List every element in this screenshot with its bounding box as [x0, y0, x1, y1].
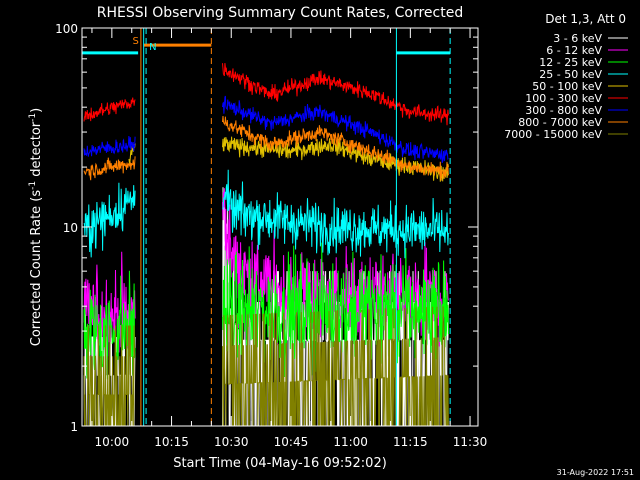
- x-tick-label-3: 10:30: [214, 435, 249, 449]
- x-axis-label: Start Time (04-May-16 09:52:02): [173, 456, 387, 471]
- legend-entry-7: 300 - 800 keV: [525, 104, 628, 117]
- x-tick-label-6: 11:15: [393, 435, 428, 449]
- legend-entry-3: 12 - 25 keV: [539, 56, 628, 69]
- night-label: N: [149, 42, 156, 53]
- legend-label-4: 25 - 50 keV: [539, 68, 602, 81]
- series-100-to-300keV: [83, 63, 449, 126]
- series-line-5-segment-2: [222, 136, 449, 182]
- series-layer: [83, 63, 449, 426]
- series-300-to-800keV: [83, 95, 449, 163]
- legend-entry-8: 800 - 7000 keV: [518, 116, 628, 129]
- flag-layer: SN: [82, 28, 451, 426]
- legend-label-3: 12 - 25 keV: [539, 56, 602, 69]
- series-line-9-segment-1: [83, 325, 136, 426]
- legend-entry-9: 7000 - 15000 keV: [504, 128, 628, 141]
- series-line-3-segment-2: [222, 242, 449, 378]
- series-line-6-segment-1: [83, 97, 136, 122]
- legend-entry-1: 3 - 6 keV: [553, 32, 628, 45]
- saa-label: S: [133, 36, 139, 47]
- x-tick-label-1: 10:00: [95, 435, 130, 449]
- legend-entry-6: 100 - 300 keV: [525, 92, 628, 105]
- x-tick-label-2: 10:15: [154, 435, 189, 449]
- series-800-to-7000keV: [83, 115, 449, 181]
- series-line-9-segment-2: [222, 306, 449, 426]
- y-tick-label-2: 10: [63, 221, 78, 235]
- y-axis-label-sup1: -1: [28, 181, 38, 190]
- legend-entry-5: 50 - 100 keV: [532, 80, 628, 93]
- series-line-7-segment-1: [83, 135, 136, 157]
- x-tick-label-4: 10:45: [274, 435, 309, 449]
- series-line-4-segment-2: [222, 169, 449, 259]
- series-line-4-segment-1: [83, 182, 136, 258]
- y-tick-label-1: 1: [70, 420, 78, 434]
- y-axis-label: Corrected Count Rate (s-1 detector-1): [28, 108, 44, 346]
- legend-label-1: 3 - 6 keV: [553, 32, 602, 45]
- axis-layer: 1 10 100 10:00 10:15 10:30 10:45 11:00 11:15 11:3…: [55, 22, 487, 449]
- legend-label-5: 50 - 100 keV: [532, 80, 602, 93]
- y-axis-label-end: ): [29, 108, 44, 113]
- legend-label-9: 7000 - 15000 keV: [504, 128, 602, 141]
- y-axis-label-mid: detector: [29, 121, 44, 181]
- y-tick-label-3: 100: [55, 22, 78, 36]
- y-axis-label-main: Corrected Count Rate (s: [29, 190, 44, 347]
- chart-title: RHESSI Observing Summary Count Rates, Co…: [97, 5, 463, 21]
- legend-label-6: 100 - 300 keV: [525, 92, 602, 105]
- legend-entry-4: 25 - 50 keV: [539, 68, 628, 81]
- legend-entry-2: 6 - 12 keV: [546, 44, 628, 57]
- legend-label-2: 6 - 12 keV: [546, 44, 602, 57]
- series-25-to-50keV: [83, 169, 449, 259]
- series-line-6-segment-2: [222, 63, 449, 126]
- y-axis-label-sup2: -1: [28, 113, 38, 122]
- series-line-8-segment-2: [222, 115, 449, 181]
- legend-label-8: 800 - 7000 keV: [518, 116, 602, 129]
- legend-label-7: 300 - 800 keV: [525, 104, 602, 117]
- legend-title: Det 1,3, Att 0: [545, 12, 626, 26]
- series-line-8-segment-1: [83, 156, 136, 181]
- series-7000-to-15000keV: [83, 306, 449, 426]
- series-line-7-segment-2: [222, 95, 449, 163]
- x-tick-label-7: 11:30: [453, 435, 488, 449]
- footer-timestamp: 31-Aug-2022 17:51: [557, 468, 634, 477]
- x-tick-label-5: 11:00: [333, 435, 368, 449]
